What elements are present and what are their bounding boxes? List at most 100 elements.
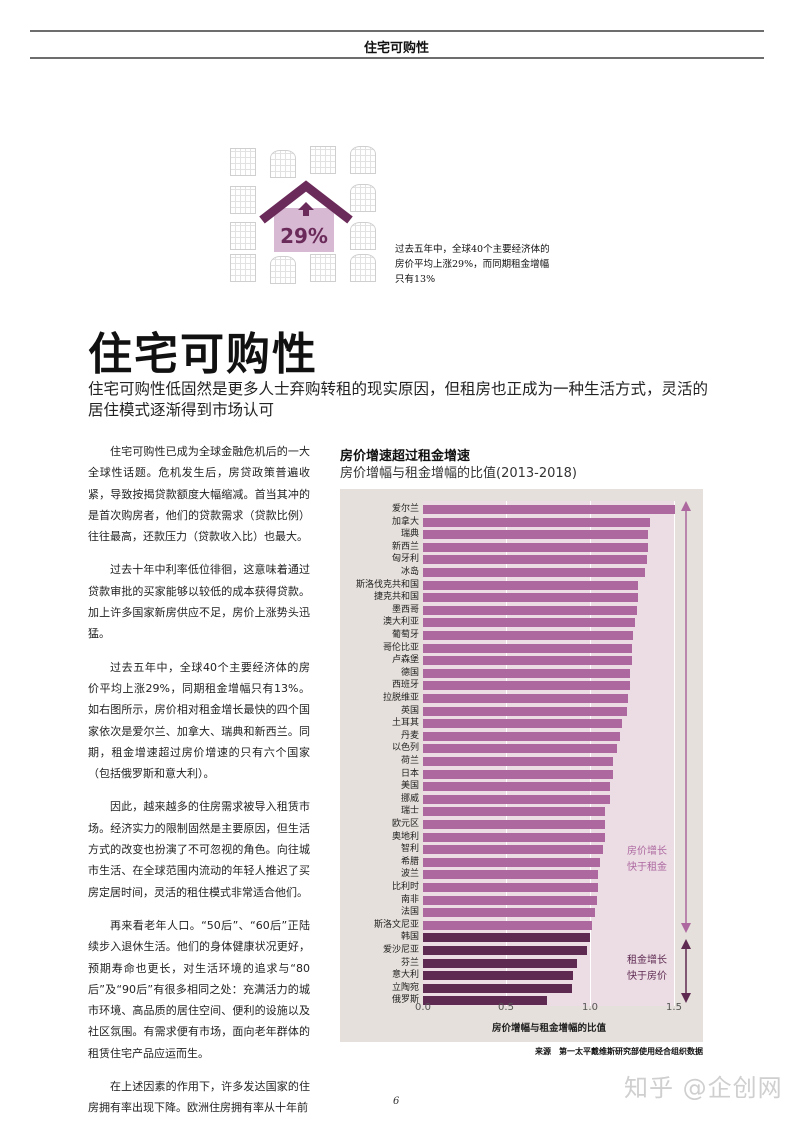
bar-label: 卢森堡 xyxy=(391,655,419,666)
bar-row: 冰岛 xyxy=(401,566,675,579)
bar-row: 南非 xyxy=(401,894,675,907)
bar-row: 韩国 xyxy=(401,931,675,944)
paragraph: 在上述因素的作用下，许多发达国家的住房拥有率出现下降。欧洲住房拥有率从十年前 xyxy=(88,1080,310,1115)
bar-label: 斯洛伐克共和国 xyxy=(355,579,419,590)
bar-label: 土耳其 xyxy=(391,718,419,729)
bar xyxy=(423,731,621,741)
x-tick: 1.0 xyxy=(582,1002,598,1013)
bar xyxy=(423,971,574,981)
bar xyxy=(423,631,634,640)
bar-row: 捷克共和国 xyxy=(374,591,675,604)
bar-label: 爱沙尼亚 xyxy=(382,945,419,955)
bar-row: 哥伦比亚 xyxy=(383,642,675,655)
running-header: 住宅可购性 xyxy=(363,41,429,56)
paragraph: 过去五年中，全球40个主要经济体的房价平均上涨29%，同期租金增幅只有13%。如… xyxy=(88,660,310,781)
bar xyxy=(423,706,627,716)
bar-label: 立陶宛 xyxy=(391,982,419,993)
bar-row: 爱尔兰 xyxy=(392,503,676,516)
bar-row: 意大利 xyxy=(392,969,675,982)
x-tick: 1.5 xyxy=(666,1002,682,1013)
page-number: 6 xyxy=(393,1096,400,1107)
house-icon xyxy=(350,184,376,212)
bar-row: 芬兰 xyxy=(401,957,675,970)
bar xyxy=(423,920,592,930)
bar-row: 墨西哥 xyxy=(392,604,675,617)
bar-label: 韩国 xyxy=(400,932,419,943)
bar xyxy=(423,694,629,703)
bar xyxy=(423,668,631,678)
building-icon xyxy=(230,222,256,250)
bar xyxy=(423,517,651,527)
bar-row: 奥地利 xyxy=(392,831,675,844)
bar-row: 比利时 xyxy=(392,881,675,894)
bar-row: 智利 xyxy=(401,843,675,856)
bar-label: 希腊 xyxy=(400,856,419,867)
bar xyxy=(423,593,639,603)
bar-label: 挪威 xyxy=(400,793,419,804)
x-axis-label: 房价增幅与租金增幅的比值 xyxy=(491,1023,606,1034)
bar-row: 斯洛伐克共和国 xyxy=(356,579,675,592)
bar xyxy=(423,832,606,842)
bar-label: 西班牙 xyxy=(391,680,419,691)
bar-label: 新西兰 xyxy=(391,541,419,552)
body-text: 住宅可购性已成为全球金融危机后的一大全球性话题。危机发生后，房贷政策普遍收紧，导… xyxy=(88,441,310,1131)
x-tick: 0.5 xyxy=(498,1002,514,1013)
bar-row: 葡萄牙 xyxy=(392,629,675,642)
bar-label: 意大利 xyxy=(391,970,419,981)
bar-label: 哥伦比亚 xyxy=(382,642,419,653)
bar xyxy=(423,857,601,867)
bar-row: 澳大利亚 xyxy=(383,616,675,629)
bar-label: 瑞典 xyxy=(400,529,419,540)
bar-label: 澳大利亚 xyxy=(382,617,419,628)
gridline xyxy=(674,501,675,1006)
bar xyxy=(423,643,632,653)
bar xyxy=(423,605,637,615)
bar xyxy=(423,908,595,918)
header-rule-bottom xyxy=(30,57,764,59)
bar-row: 新西兰 xyxy=(392,541,675,554)
bar xyxy=(423,530,649,540)
bar-label: 拉脱维亚 xyxy=(382,693,419,703)
arrow-up-icon xyxy=(298,202,314,216)
bar-label: 美国 xyxy=(400,781,419,792)
house-icon xyxy=(350,146,376,174)
bar-row: 英国 xyxy=(401,705,675,718)
bar-label: 日本 xyxy=(400,768,419,779)
bar xyxy=(423,757,614,766)
bar-label: 波兰 xyxy=(400,869,419,880)
building-icon xyxy=(230,148,256,176)
bar-label: 以色列 xyxy=(391,743,419,754)
bar-row: 拉脱维亚 xyxy=(383,692,675,705)
chart-source: 来源 第一太平戴维斯研究部使用经合组织数据 xyxy=(535,1047,703,1056)
bar-label: 荷兰 xyxy=(400,756,419,766)
page-subtitle: 住宅可购性低固然是更多人士弃购转租的现实原因，但租房也正成为一种生活方式，灵活的… xyxy=(88,380,709,419)
bar-chart: 爱尔兰 加拿大 瑞典 新西兰 匈牙利 冰岛 斯洛伐克共和国 捷克共和国 墨西哥 澳大利亚 葡萄牙 哥伦… xyxy=(340,489,703,1042)
bar-label: 英国 xyxy=(400,705,419,716)
paragraph: 因此，越来越多的住房需求被导入租赁市场。经济实力的限制固然是主要原因，但生活方式… xyxy=(88,800,310,899)
bar-label: 奥地利 xyxy=(391,831,419,842)
bar xyxy=(423,807,606,817)
watermark: 知乎 @企创网 xyxy=(624,1074,783,1102)
bar-label: 瑞士 xyxy=(400,806,419,817)
building-icon xyxy=(230,186,256,214)
bar-row: 斯洛文尼亚 xyxy=(374,919,675,932)
bar-row: 以色列 xyxy=(392,742,675,755)
hero-illustration: 29% xyxy=(228,142,388,284)
hero-caption: 过去五年中，全球40个主要经济体的房价平均上涨29%，而同期租金增幅只有13% xyxy=(395,244,550,285)
bar-row: 立陶宛 xyxy=(392,982,675,995)
bar xyxy=(423,719,622,729)
bar xyxy=(423,555,647,565)
bar xyxy=(423,883,599,892)
x-tick: 0.0 xyxy=(415,1002,431,1013)
bar-row: 爱沙尼亚 xyxy=(383,944,675,957)
paragraph: 再来看老年人口。“50后”、“60后”正陆续步入退休生活。他们的身体健康状况更好… xyxy=(88,918,310,1060)
bar-label: 法国 xyxy=(400,907,419,918)
house-icon xyxy=(270,256,296,284)
roof-icon xyxy=(259,180,353,224)
note-house-faster: 房价增长 快于租金 xyxy=(627,846,667,873)
bar-label: 欧元区 xyxy=(391,819,419,829)
hero-stat: 29% xyxy=(280,224,328,248)
bar xyxy=(423,996,547,1006)
bar xyxy=(423,542,649,552)
house-icon xyxy=(350,254,376,282)
